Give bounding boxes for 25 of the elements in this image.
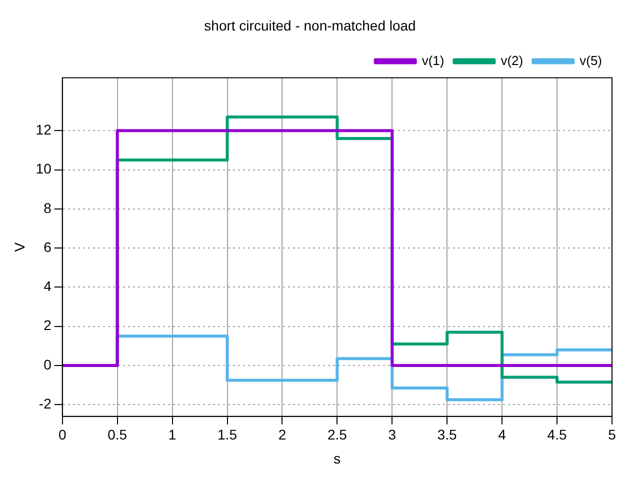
y-tick-label: 0: [44, 356, 52, 372]
x-tick-label: 0.5: [108, 426, 128, 443]
y-tick-label: 6: [44, 238, 52, 255]
x-tick-label: 3.5: [437, 426, 458, 443]
x-tick-label: 5: [608, 426, 616, 443]
x-axis-title: s: [334, 450, 341, 466]
y-tick-label: -2: [38, 396, 52, 412]
chart-title: short circuited - non-matched load: [204, 17, 416, 34]
x-tick-label: 1: [168, 426, 176, 443]
y-tick-label: 4: [44, 278, 52, 294]
x-tick-label: 1.5: [218, 426, 238, 443]
legend-label: v(5): [580, 52, 602, 68]
x-tick-label: 0: [58, 426, 66, 443]
x-tick-label: 3: [388, 426, 396, 443]
y-tick-label: 2: [44, 317, 52, 334]
x-tick-label: 2: [278, 426, 286, 443]
x-tick-label: 4: [498, 426, 506, 443]
y-tick-label: 8: [44, 200, 52, 216]
x-tick-label: 2.5: [327, 426, 348, 443]
x-tick-label: 4.5: [547, 426, 567, 443]
y-tick-label: 10: [36, 160, 52, 177]
legend-label: v(1): [422, 52, 444, 68]
y-axis-title: V: [11, 242, 28, 252]
legend-label: v(2): [500, 52, 524, 68]
y-tick-label: 12: [36, 122, 52, 138]
